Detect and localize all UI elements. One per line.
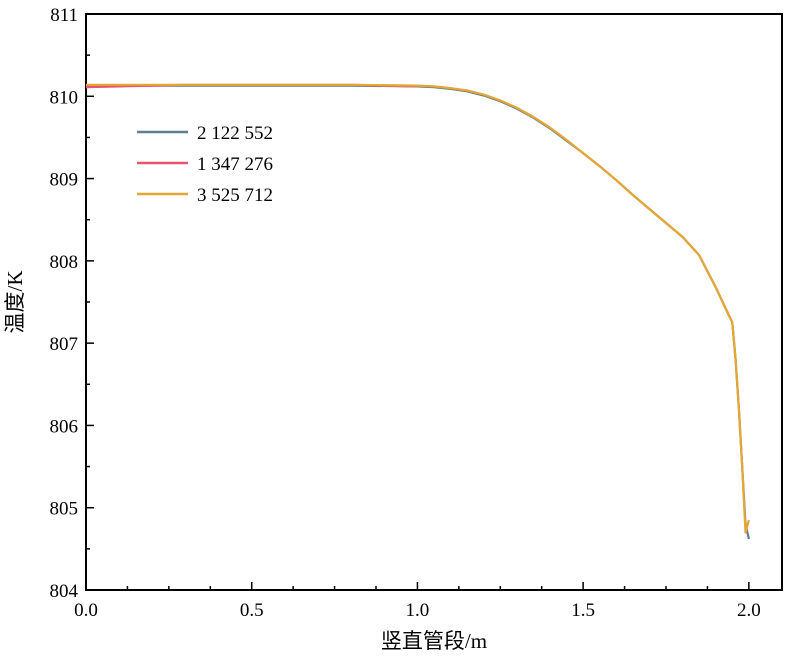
y-tick-label: 804 [50,581,79,602]
x-axis-label: 竖直管段/m [381,629,487,653]
plot-frame [85,13,783,591]
series-line [86,83,750,534]
legend: 2 122 552 1 347 276 3 525 712 [137,123,273,206]
y-tick-label: 806 [50,416,79,437]
legend-entry-label: 2 122 552 [197,123,273,144]
y-axis-label: 温度/K [3,271,27,334]
legend-entry-label: 3 525 712 [197,185,273,206]
y-tick-label: 805 [50,499,79,520]
y-axis-ticks: 804 805 806 807 808 809 810 811 [50,5,94,602]
x-tick-label: 2.0 [737,600,761,621]
series-line [85,84,750,540]
x-tick-label: 0.0 [74,600,98,621]
x-axis-ticks: 0.0 0.5 1.0 1.5 2.0 [74,582,761,621]
y-tick-label: 811 [50,5,78,26]
y-tick-label: 808 [50,252,79,273]
y-tick-label: 807 [50,334,79,355]
x-tick-label: 1.5 [571,600,595,621]
x-tick-label: 1.0 [406,600,430,621]
series-layer [85,83,750,540]
y-tick-label: 810 [50,87,79,108]
y-tick-label: 809 [50,170,79,191]
legend-entry-label: 1 347 276 [197,154,273,175]
x-tick-label: 0.5 [240,600,264,621]
